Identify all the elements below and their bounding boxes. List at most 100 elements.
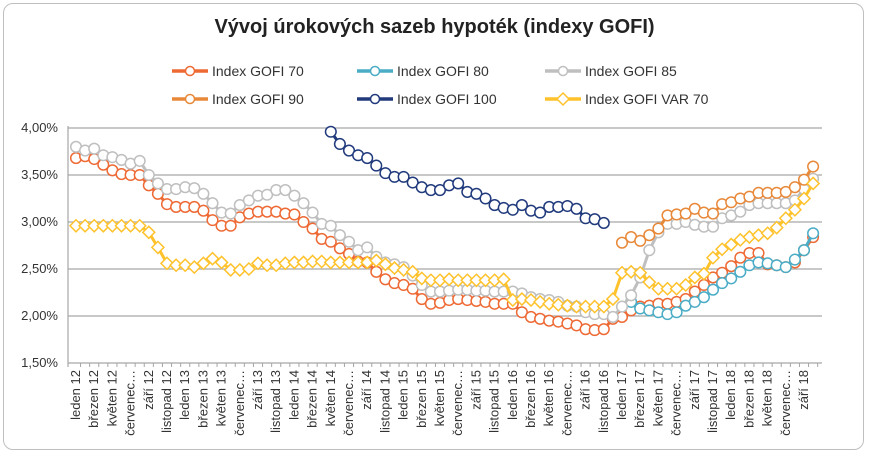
data-point (324, 235, 337, 248)
data-point (224, 207, 237, 220)
legend-swatch-icon (172, 93, 208, 105)
data-point (141, 225, 156, 240)
data-point (778, 211, 793, 226)
x-tick-label: březen 14 (305, 370, 320, 428)
data-point (725, 272, 738, 285)
y-tick-label: 2,50% (21, 261, 58, 276)
x-tick-label: červenec… (341, 370, 356, 436)
x-tick-label: červenec… (778, 370, 793, 436)
data-point (606, 310, 619, 323)
data-point (734, 205, 747, 218)
data-point (197, 187, 210, 200)
data-point (78, 218, 93, 233)
data-point (678, 277, 693, 293)
x-tick-label: listopad 12 (159, 370, 174, 433)
series-index-gofi-90 (615, 160, 820, 249)
data-point (652, 222, 665, 235)
data-point (306, 206, 319, 219)
legend-swatch-icon (545, 65, 581, 77)
data-point (206, 197, 219, 210)
x-tick-label: září 17 (687, 370, 702, 410)
y-tick-label: 1,50% (21, 355, 58, 370)
data-point (570, 202, 583, 215)
data-point (643, 244, 656, 257)
x-tick-label: červenec… (123, 370, 138, 436)
x-tick-label: leden 17 (614, 370, 629, 420)
data-point (587, 299, 602, 314)
data-point (169, 258, 184, 273)
data-point (651, 281, 666, 296)
data-point (715, 242, 730, 257)
x-tick-label: září 14 (359, 370, 374, 410)
data-point (643, 229, 656, 242)
legend-item: Index GOFI 100 (355, 90, 497, 108)
data-point (797, 173, 811, 186)
data-point (806, 176, 821, 191)
x-tick-label: leden 12 (68, 370, 83, 420)
data-point (796, 191, 812, 206)
data-point (787, 202, 802, 217)
data-point (142, 168, 155, 182)
data-point (387, 260, 402, 276)
data-point (788, 253, 801, 266)
data-point (405, 264, 420, 279)
data-point (779, 261, 792, 274)
data-point (725, 260, 738, 273)
data-point (332, 255, 347, 270)
data-point (569, 299, 584, 314)
legend-swatch-icon (357, 93, 393, 105)
x-tick-label: listopad 15 (487, 370, 502, 433)
data-point (670, 306, 683, 319)
x-tick-label: březen 16 (523, 370, 538, 428)
x-tick-label: březen 12 (86, 370, 101, 428)
data-point (159, 256, 175, 271)
data-point (87, 218, 102, 233)
data-point (452, 177, 465, 190)
x-tick-label: září 13 (250, 370, 265, 410)
series-index-gofi-100 (324, 125, 610, 229)
legend-label: Index GOFI 90 (212, 91, 304, 107)
data-point (68, 218, 84, 233)
x-tick-label: březen 17 (632, 370, 647, 428)
data-point (414, 271, 429, 286)
x-tick-label: listopad 16 (596, 370, 611, 433)
legend-label: Index GOFI 80 (397, 63, 489, 79)
x-tick-label: červenec… (669, 370, 684, 436)
data-point (260, 258, 275, 273)
series-index-gofi-var-70 (68, 176, 821, 314)
data-point (297, 197, 310, 210)
x-tick-label: září 18 (796, 370, 811, 410)
x-tick-label: listopad 14 (377, 370, 392, 433)
data-point (534, 206, 547, 219)
legend-item: Index GOFI 90 (170, 90, 304, 108)
data-point (605, 292, 620, 307)
data-point (105, 218, 120, 233)
data-point (351, 255, 366, 270)
legend-item: Index GOFI VAR 70 (543, 90, 708, 108)
data-point (287, 255, 302, 270)
x-tick-label: listopad 13 (268, 370, 283, 433)
data-point (250, 256, 266, 271)
y-tick-label: 3,00% (21, 214, 58, 229)
data-point (451, 273, 466, 288)
data-point (551, 297, 566, 312)
data-point (597, 323, 610, 336)
data-point (578, 299, 593, 314)
data-point (324, 125, 337, 138)
data-point (615, 300, 629, 313)
legend-label: Index GOFI 70 (212, 63, 304, 79)
x-tick-label: květen 13 (214, 370, 229, 426)
data-point (370, 159, 383, 172)
data-point (478, 273, 493, 288)
legend-item: Index GOFI 85 (543, 62, 677, 80)
data-point (397, 170, 410, 183)
data-point (469, 273, 484, 288)
data-point (597, 216, 610, 229)
data-point (596, 299, 611, 314)
data-point (423, 273, 438, 288)
data-point (214, 255, 229, 270)
data-point (396, 262, 411, 278)
x-tick-label: květen 17 (650, 370, 665, 426)
x-tick-label: září 16 (578, 370, 593, 410)
